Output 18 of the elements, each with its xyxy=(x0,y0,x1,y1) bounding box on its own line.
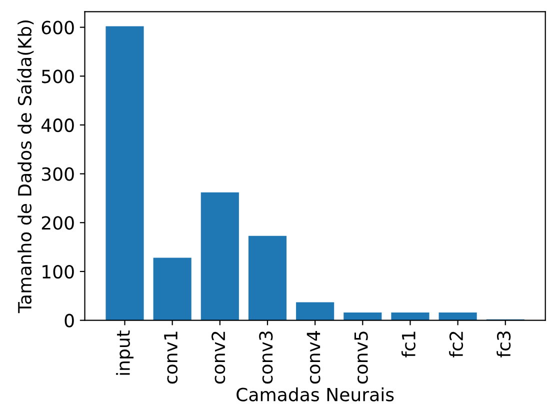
x-tick-label: fc2 xyxy=(449,332,464,358)
x-tick-label: conv1 xyxy=(164,332,178,384)
x-tick-label: input xyxy=(116,330,134,375)
x-tick-label: fc1 xyxy=(401,332,416,358)
y-tick-label: 600 xyxy=(42,20,74,34)
y-tick-label: 400 xyxy=(41,118,74,132)
y-tick-label: 500 xyxy=(42,70,74,84)
y-axis-title: Tamanho de Dados de Saída(Kb) xyxy=(16,20,34,314)
x-tick-label: conv5 xyxy=(354,332,368,384)
y-tick-label: 100 xyxy=(42,264,74,279)
x-tick-label: conv2 xyxy=(211,332,226,384)
x-tick-label: conv4 xyxy=(306,331,320,384)
x-tick-label: conv3 xyxy=(259,331,273,384)
y-tick-label: 300 xyxy=(42,167,74,181)
y-tick-label: 200 xyxy=(42,216,74,230)
y-tick-label: 0 xyxy=(64,314,74,328)
x-tick-label: fc3 xyxy=(496,331,511,358)
x-axis-title: Camadas Neurais xyxy=(236,387,394,402)
